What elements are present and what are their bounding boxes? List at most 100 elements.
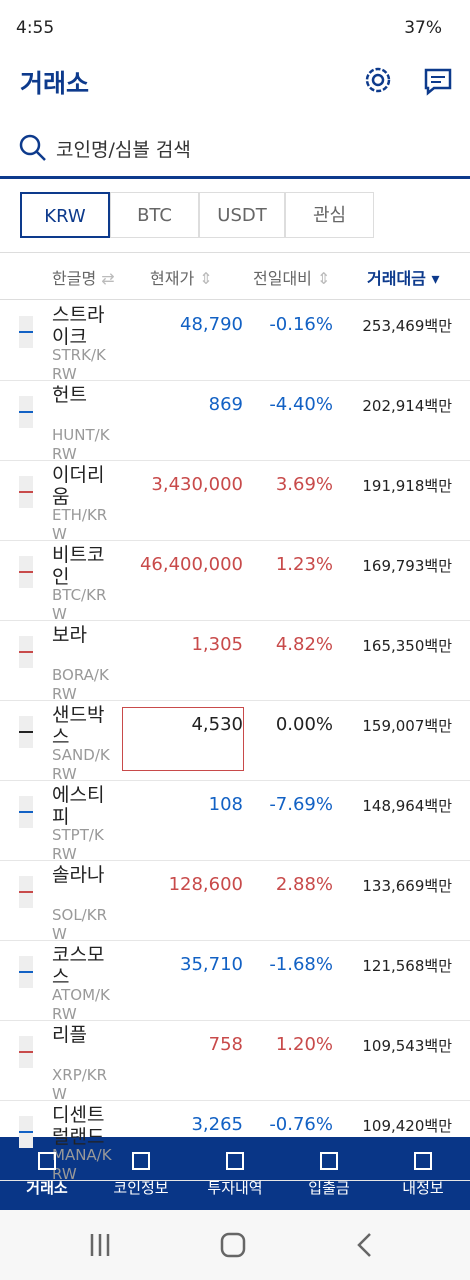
coin-row[interactable]: 샌드박스 SAND/KRW 4,530 0.00% 159,007백만 [0, 700, 470, 781]
nav-item[interactable]: 입출금 [282, 1137, 376, 1210]
coin-row[interactable]: 리플 XRP/KRW 758 1.20% 109,543백만 [0, 1020, 470, 1101]
search-underline [0, 176, 470, 179]
price: 758 [208, 1034, 243, 1055]
change: 1.20% [275, 1034, 333, 1055]
sort-icon: ⇄ [96, 269, 115, 288]
coin-row[interactable]: 코스모스 ATOM/KRW 35,710 -1.68% 121,568백만 [0, 940, 470, 1021]
coin-row[interactable]: 헌트 HUNT/KRW 869 -4.40% 202,914백만 [0, 380, 470, 461]
coin-row[interactable]: 솔라나 SOL/KRW 128,600 2.88% 133,669백만 [0, 860, 470, 941]
change: 2.88% [275, 874, 333, 895]
nav-item[interactable]: 투자내역 [188, 1137, 282, 1210]
volume: 121,568백만 [362, 957, 452, 975]
change: 4.82% [275, 634, 333, 655]
mini-candle [19, 636, 33, 668]
mini-candle [19, 1036, 33, 1068]
tab[interactable]: BTC [110, 192, 199, 238]
coin-symbol: HUNT/KRW [52, 426, 110, 460]
mini-candle [19, 396, 33, 428]
mini-candle [19, 556, 33, 588]
candle-line [19, 731, 33, 733]
nav-label: 내정보 [402, 1179, 444, 1197]
search-input[interactable]: 코인명/심볼 검색 [56, 139, 191, 161]
chat-icon[interactable] [422, 66, 454, 98]
nav-label: 투자내역 [207, 1179, 263, 1197]
coin-name: 스트라이크 [52, 304, 105, 348]
candle-line [19, 491, 33, 493]
sort-icon: ⇕ [311, 269, 331, 288]
mini-candle [19, 796, 33, 828]
coin-name: 디센트럴랜드 [52, 1104, 105, 1148]
price: 4,530 [191, 714, 243, 735]
price: 35,710 [180, 954, 243, 975]
system-buttons[interactable] [0, 1210, 470, 1280]
change: 1.23% [275, 554, 333, 575]
coin-row[interactable]: 디센트럴랜드 MANA/KRW 3,265 -0.76% 109,420백만 [0, 1100, 470, 1181]
sort-icon: ⇕ [194, 269, 213, 288]
change: -1.68% [269, 954, 333, 975]
volume: 169,793백만 [362, 557, 452, 575]
mini-candle [19, 956, 33, 988]
volume: 109,543백만 [362, 1037, 452, 1055]
price: 3,430,000 [151, 474, 243, 495]
price-highlight [122, 707, 244, 771]
change: 0.00% [275, 714, 333, 735]
candle-line [19, 891, 33, 893]
coin-symbol: SAND/KRW [52, 746, 110, 780]
candle-line [19, 811, 33, 813]
volume: 202,914백만 [362, 397, 452, 415]
nav-label: 코인정보 [113, 1179, 169, 1197]
candle-line [19, 331, 33, 333]
column-header[interactable]: 거래대금 ▾ [367, 269, 440, 288]
nav-item[interactable]: 내정보 [376, 1137, 470, 1210]
coin-row[interactable]: 에스티피 STPT/KRW 108 -7.69% 148,964백만 [0, 780, 470, 861]
candle-line [19, 651, 33, 653]
coin-symbol: BTC/KRW [52, 586, 107, 620]
sort-icon: ▾ [425, 269, 440, 288]
coin-symbol: MANA/KRW [52, 1146, 112, 1180]
coin-symbol: SOL/KRW [52, 906, 107, 940]
price: 128,600 [168, 874, 243, 895]
coin-row[interactable]: 이더리움 ETH/KRW 3,430,000 3.69% 191,918백만 [0, 460, 470, 541]
candle-line [19, 1051, 33, 1053]
settings-icon[interactable] [362, 64, 394, 96]
change: -4.40% [269, 394, 333, 415]
coin-symbol: STRK/KRW [52, 346, 106, 380]
coin-symbol: ETH/KRW [52, 506, 108, 540]
coin-name: 리플 [52, 1024, 87, 1046]
change: -0.16% [269, 314, 333, 335]
column-header[interactable]: 현재가 ⇕ [150, 269, 213, 288]
candle-line [19, 411, 33, 413]
tab[interactable]: 관심 [285, 192, 374, 238]
volume: 133,669백만 [362, 877, 452, 895]
nav-icon [320, 1152, 338, 1170]
mini-candle [19, 476, 33, 508]
coin-row[interactable]: 비트코인 BTC/KRW 46,400,000 1.23% 169,793백만 [0, 540, 470, 621]
coin-name: 이더리움 [52, 464, 105, 508]
price: 869 [208, 394, 243, 415]
volume: 159,007백만 [362, 717, 452, 735]
tab[interactable]: KRW [20, 192, 110, 238]
volume: 165,350백만 [362, 637, 452, 655]
status-time: 4:55 [16, 18, 55, 38]
price: 48,790 [180, 314, 243, 335]
volume: 109,420백만 [362, 1117, 452, 1135]
price: 46,400,000 [139, 554, 243, 575]
mini-candle [19, 316, 33, 348]
divider [0, 252, 470, 253]
column-header[interactable]: 한글명 ⇄ [52, 269, 115, 288]
nav-icon [414, 1152, 432, 1170]
tab[interactable]: USDT [199, 192, 285, 238]
mini-candle [19, 876, 33, 908]
divider [0, 299, 470, 300]
candle-line [19, 971, 33, 973]
column-header[interactable]: 전일대비 ⇕ [253, 269, 331, 288]
change: -0.76% [269, 1114, 333, 1135]
search-icon [19, 134, 46, 161]
nav-item[interactable]: 코인정보 [94, 1137, 188, 1210]
nav-item[interactable]: 거래소 [0, 1137, 94, 1210]
nav-icon [132, 1152, 150, 1170]
coin-row[interactable]: 보라 BORA/KRW 1,305 4.82% 165,350백만 [0, 620, 470, 701]
nav-label: 입출금 [308, 1179, 350, 1197]
coin-row[interactable]: 스트라이크 STRK/KRW 48,790 -0.16% 253,469백만 [0, 300, 470, 381]
